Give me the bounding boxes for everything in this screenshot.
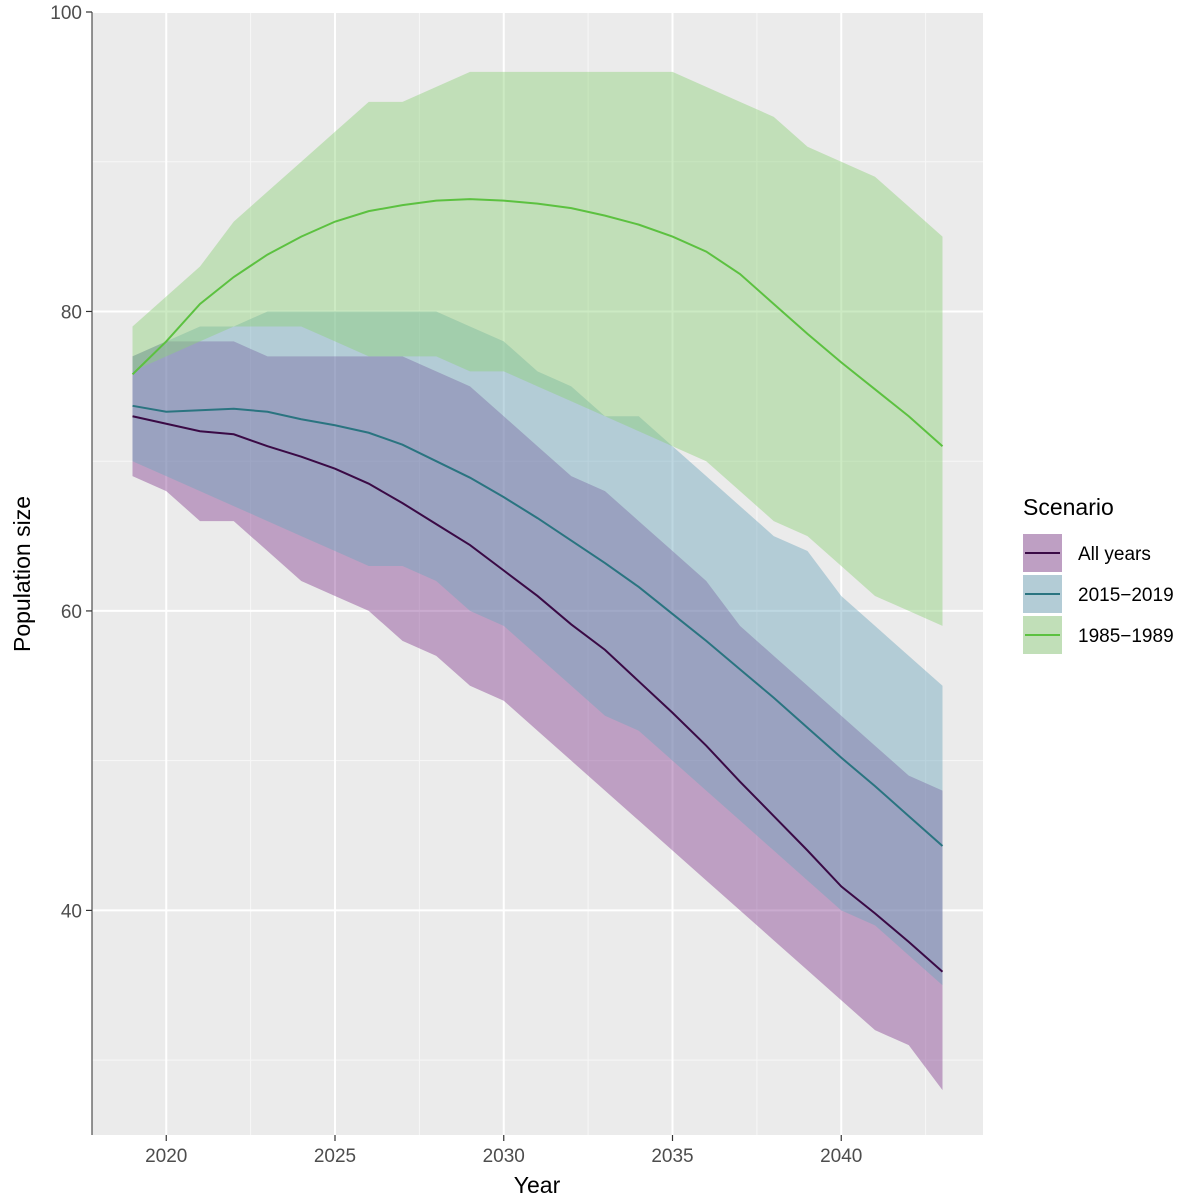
line-2015-2019	[132, 404, 944, 847]
line-all-years	[132, 415, 944, 973]
band-2015-2019	[132, 311, 943, 986]
line-1985-1989	[131, 198, 944, 447]
y-tick-label: 40	[61, 901, 82, 922]
legend-label: 1985−1989	[1078, 626, 1174, 647]
band-all-years	[132, 341, 943, 1091]
x-tick-label: 2025	[314, 1146, 356, 1167]
x-axis-title: Year	[514, 1172, 561, 1198]
y-tick-label: 80	[61, 302, 82, 323]
y-axis-title: Population size	[9, 496, 35, 652]
mean-lines	[131, 198, 944, 973]
y-axis-ticks: 40 60 80 100	[50, 3, 92, 922]
legend: Scenario All years 2015−2019 1985−1989	[1023, 494, 1174, 654]
legend-key-2015-2019	[1023, 575, 1062, 613]
x-axis-ticks: 2020 2025 2030 2035 2040	[145, 1135, 862, 1167]
x-tick-label: 2035	[651, 1146, 693, 1167]
legend-title: Scenario	[1023, 494, 1114, 520]
legend-key-all-years	[1023, 534, 1062, 572]
plot-panel	[92, 12, 983, 1135]
legend-label: 2015−2019	[1078, 585, 1174, 606]
confidence-bands	[132, 71, 943, 1091]
y-tick-label: 100	[50, 3, 82, 24]
x-tick-label: 2020	[145, 1146, 187, 1167]
minor-gridlines	[92, 12, 983, 1135]
legend-label: All years	[1078, 544, 1151, 565]
y-tick-label: 60	[61, 602, 82, 623]
major-gridlines	[92, 11, 983, 1135]
x-tick-label: 2040	[820, 1146, 862, 1167]
band-1985-1989	[132, 71, 943, 626]
x-tick-label: 2030	[483, 1146, 525, 1167]
legend-key-1985-1989	[1023, 616, 1062, 654]
